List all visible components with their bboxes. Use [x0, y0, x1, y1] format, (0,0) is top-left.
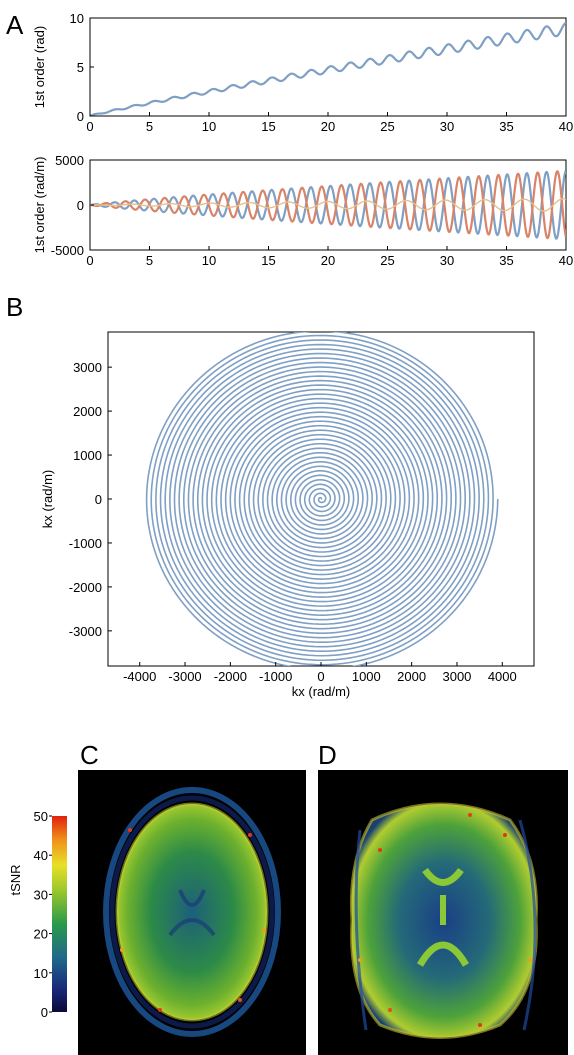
chart-b-x-ticks: -4000 -3000 -2000 -1000 0 1000 2000 3000 4000	[123, 662, 517, 684]
x-tick-label: 15	[261, 253, 275, 268]
colorbar-tick-label: 10	[34, 966, 48, 981]
panel-label-b: B	[6, 292, 23, 322]
y-tick-label: -1000	[69, 536, 102, 551]
chart-a2-y-label: 1st order (rad/m)	[32, 157, 47, 254]
brain-c-tissue	[117, 804, 267, 1020]
chart-a1-y-ticks: 0 5 10	[70, 11, 94, 124]
y-tick-label: 3000	[73, 360, 102, 375]
x-tick-label: -3000	[168, 669, 201, 684]
y-tick-label: -5000	[51, 243, 84, 258]
x-tick-label: 15	[261, 119, 275, 134]
x-tick-label: 2000	[397, 669, 426, 684]
x-tick-label: 25	[380, 119, 394, 134]
x-tick-label: 30	[440, 119, 454, 134]
colorbar-tick-label: 40	[34, 848, 48, 863]
x-tick-label: 4000	[488, 669, 517, 684]
x-tick-label: 10	[202, 253, 216, 268]
panel-label-a: A	[6, 10, 24, 40]
panel-label-c: C	[80, 740, 99, 770]
y-tick-label: 0	[77, 198, 84, 213]
colorbar-tick-label: 20	[34, 927, 48, 942]
y-tick-label: 5	[77, 60, 84, 75]
x-tick-label: -2000	[214, 669, 247, 684]
colorbar-label: tSNR	[8, 864, 23, 895]
y-tick-label: -3000	[69, 624, 102, 639]
x-tick-label: 1000	[352, 669, 381, 684]
colorbar-tick-label: 50	[34, 809, 48, 824]
y-tick-label: 0	[95, 492, 102, 507]
chart-a1: 0 5 10 15 20 25 30 35 40 0 5 10 1st order (rad)	[32, 11, 573, 134]
chart-a1-series	[90, 21, 566, 116]
x-tick-label: 3000	[442, 669, 471, 684]
x-tick-label: -4000	[123, 669, 156, 684]
x-tick-label: 0	[86, 253, 93, 268]
colorbar-ticks: 50 40 30 20 10 0	[34, 809, 52, 1020]
colorbar-tick-label: 30	[34, 887, 48, 902]
chart-a2-series-line-3	[90, 198, 566, 212]
chart-b-y-ticks: 3000 2000 1000 0 -1000 -2000 -3000	[69, 360, 112, 639]
x-tick-label: 40	[559, 253, 573, 268]
y-tick-label: -2000	[69, 580, 102, 595]
chart-a1-y-label: 1st order (rad)	[32, 26, 47, 108]
x-tick-label: 20	[321, 119, 335, 134]
y-tick-label: 10	[70, 11, 84, 26]
chart-b-y-label: kx (rad/m)	[40, 470, 55, 529]
x-tick-label: 0	[86, 119, 93, 134]
x-tick-label: 35	[499, 253, 513, 268]
brain-image-c	[78, 770, 306, 1055]
colorbar-tick-label: 0	[41, 1005, 48, 1020]
y-tick-label: 0	[77, 109, 84, 124]
chart-a2-y-ticks: -5000 0 5000	[51, 153, 94, 258]
chart-b: -4000 -3000 -2000 -1000 0 1000 2000 3000 4000 30…	[40, 331, 535, 699]
x-tick-label: -1000	[259, 669, 292, 684]
x-tick-label: 10	[202, 119, 216, 134]
y-tick-label: 5000	[55, 153, 84, 168]
colorbar-gradient	[52, 816, 67, 1012]
x-tick-label: 25	[380, 253, 394, 268]
chart-b-x-label: kx (rad/m)	[292, 684, 351, 699]
x-tick-label: 40	[559, 119, 573, 134]
x-tick-label: 20	[321, 253, 335, 268]
y-tick-label: 2000	[73, 404, 102, 419]
brain-image-d	[318, 770, 568, 1055]
y-tick-label: 1000	[73, 448, 102, 463]
x-tick-label: 30	[440, 253, 454, 268]
chart-a1-x-ticks: 0 5 10 15 20 25 30 35 40	[86, 112, 573, 134]
tsnr-colorbar: 50 40 30 20 10 0 tSNR	[8, 809, 67, 1020]
panel-label-d: D	[318, 740, 337, 770]
chart-b-series	[145, 332, 499, 666]
chart-a2-series-line-2	[90, 170, 566, 240]
chart-a1-series-line	[90, 21, 566, 116]
x-tick-label: 5	[146, 119, 153, 134]
x-tick-label: 0	[317, 669, 324, 684]
chart-a2-x-ticks: 0 5 10 15 20 25 30 35 40	[86, 246, 573, 268]
chart-b-spiral	[145, 332, 499, 666]
chart-a2-series	[90, 170, 566, 240]
x-tick-label: 5	[146, 253, 153, 268]
x-tick-label: 35	[499, 119, 513, 134]
